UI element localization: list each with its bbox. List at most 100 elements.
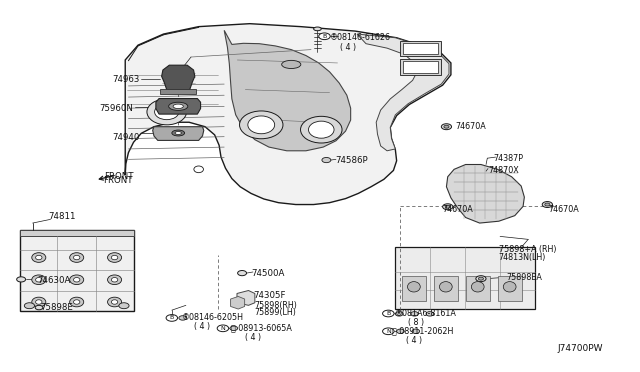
Bar — [403, 42, 438, 54]
Polygon shape — [447, 164, 524, 223]
Ellipse shape — [36, 300, 42, 304]
Text: FRONT: FRONT — [104, 172, 134, 181]
Circle shape — [412, 329, 420, 334]
Text: FRONT: FRONT — [103, 176, 132, 185]
Bar — [466, 276, 490, 301]
Polygon shape — [162, 65, 195, 90]
Text: J74700PW: J74700PW — [557, 344, 603, 353]
Circle shape — [443, 204, 453, 210]
Text: 74963: 74963 — [113, 75, 140, 84]
Text: 75898+A (RH): 75898+A (RH) — [499, 244, 556, 253]
Ellipse shape — [239, 111, 283, 139]
Text: 75960N: 75960N — [100, 104, 134, 113]
Ellipse shape — [36, 278, 42, 282]
Text: 74870X: 74870X — [488, 166, 519, 174]
Circle shape — [322, 157, 331, 163]
Bar — [400, 41, 442, 56]
Bar — [400, 59, 442, 75]
Text: B: B — [386, 311, 390, 316]
Text: 74670A: 74670A — [456, 122, 486, 131]
Circle shape — [545, 203, 550, 206]
Bar — [403, 61, 438, 73]
Text: 74305F: 74305F — [253, 291, 286, 300]
Text: 74586P: 74586P — [335, 156, 368, 165]
Ellipse shape — [70, 275, 84, 285]
Ellipse shape — [282, 60, 301, 68]
Ellipse shape — [173, 104, 183, 109]
Ellipse shape — [408, 282, 420, 292]
Text: ®08146-6205H: ®08146-6205H — [182, 314, 244, 323]
Circle shape — [319, 33, 330, 39]
Text: 75899(LH): 75899(LH) — [255, 308, 297, 317]
Text: Ⓝ 08913-6065A: Ⓝ 08913-6065A — [230, 324, 291, 333]
Circle shape — [444, 125, 449, 128]
Text: 75898E: 75898E — [40, 303, 73, 312]
Circle shape — [217, 325, 228, 332]
Circle shape — [445, 205, 451, 208]
Circle shape — [426, 312, 434, 316]
Text: ( 4 ): ( 4 ) — [406, 336, 422, 345]
Ellipse shape — [108, 297, 122, 307]
Ellipse shape — [440, 282, 452, 292]
Circle shape — [396, 312, 403, 316]
Ellipse shape — [155, 104, 179, 120]
Text: ®08146-61626: ®08146-61626 — [330, 33, 390, 42]
Circle shape — [411, 312, 419, 316]
Ellipse shape — [308, 121, 334, 138]
Text: Ⓝ 08911-2062H: Ⓝ 08911-2062H — [392, 327, 453, 336]
Polygon shape — [230, 296, 244, 309]
Ellipse shape — [70, 297, 84, 307]
Text: B: B — [323, 34, 326, 39]
Ellipse shape — [471, 282, 484, 292]
Ellipse shape — [36, 255, 42, 260]
Circle shape — [24, 303, 35, 309]
Ellipse shape — [108, 275, 122, 285]
Text: N: N — [386, 329, 390, 334]
Circle shape — [476, 276, 486, 282]
Ellipse shape — [301, 116, 342, 143]
Ellipse shape — [108, 253, 122, 262]
Text: 74500A: 74500A — [251, 269, 284, 278]
Circle shape — [383, 328, 394, 335]
Circle shape — [478, 277, 483, 280]
Ellipse shape — [111, 255, 118, 260]
Text: ( 8 ): ( 8 ) — [408, 318, 424, 327]
Text: 74630A: 74630A — [38, 276, 71, 285]
Circle shape — [397, 329, 404, 334]
Circle shape — [119, 303, 129, 309]
Polygon shape — [224, 31, 351, 151]
Bar — [20, 230, 134, 311]
Text: B: B — [170, 315, 174, 320]
Bar — [396, 247, 534, 309]
Bar — [161, 89, 196, 94]
Ellipse shape — [111, 278, 118, 282]
Text: 74940: 74940 — [113, 132, 140, 142]
Text: 75898EA: 75898EA — [506, 273, 542, 282]
Text: N: N — [221, 326, 225, 331]
Ellipse shape — [169, 102, 188, 110]
Text: 74670A: 74670A — [548, 205, 579, 214]
Polygon shape — [357, 34, 449, 151]
Text: 75898(RH): 75898(RH) — [255, 301, 298, 310]
Ellipse shape — [503, 282, 516, 292]
Circle shape — [230, 326, 237, 331]
Ellipse shape — [111, 300, 118, 304]
Polygon shape — [237, 291, 255, 305]
Text: 74813N(LH): 74813N(LH) — [499, 253, 546, 262]
Ellipse shape — [172, 130, 184, 136]
Text: ( 4 ): ( 4 ) — [193, 322, 210, 331]
Text: 74387P: 74387P — [493, 154, 524, 163]
Polygon shape — [156, 99, 200, 114]
Bar — [497, 276, 522, 301]
Ellipse shape — [147, 99, 186, 125]
Ellipse shape — [175, 132, 181, 135]
Text: ( 4 ): ( 4 ) — [340, 42, 356, 51]
Ellipse shape — [32, 253, 46, 262]
Circle shape — [442, 124, 452, 130]
Circle shape — [179, 316, 186, 320]
Ellipse shape — [314, 27, 321, 31]
Bar — [434, 276, 458, 301]
Ellipse shape — [74, 278, 80, 282]
Circle shape — [17, 277, 26, 282]
Text: ( 4 ): ( 4 ) — [244, 333, 260, 342]
